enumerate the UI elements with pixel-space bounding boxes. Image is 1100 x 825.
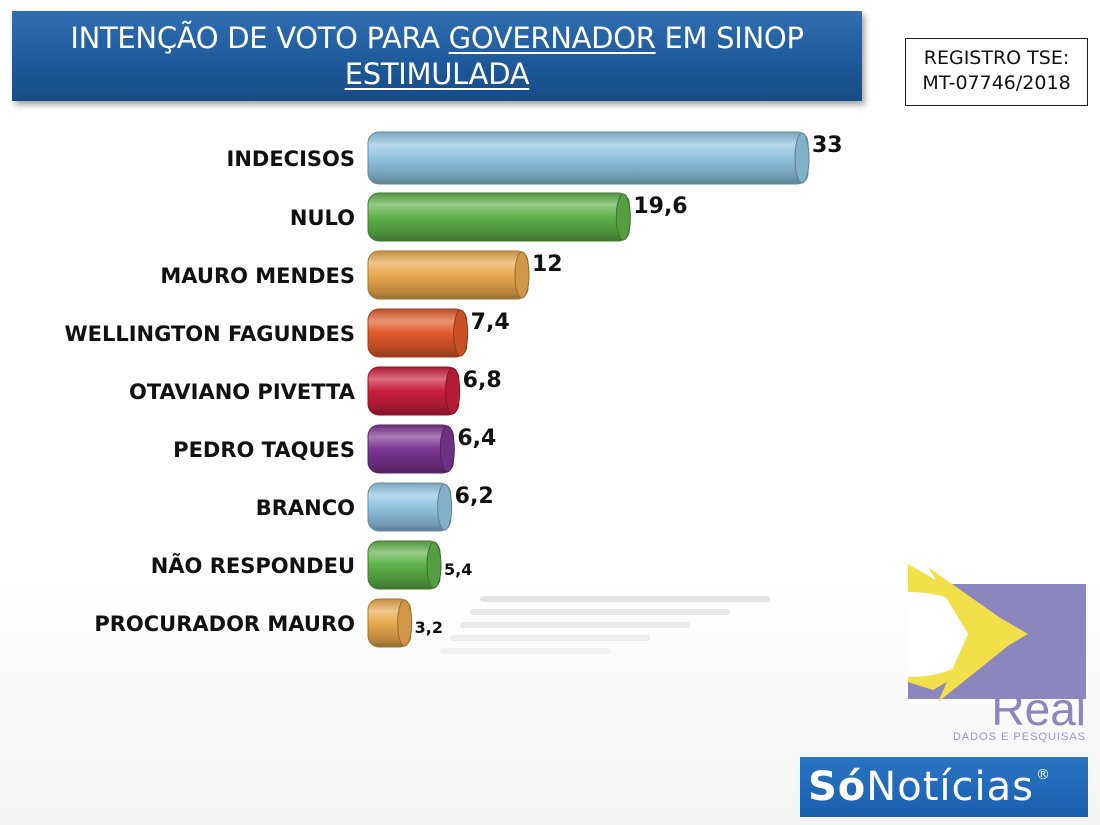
bar-chart: INDECISOS 33 NULO 19,6 MAURO MENDES 12 WELLING… [64,131,843,654]
bar-end-cap [514,251,530,299]
real-logo-name: Real [991,683,1086,735]
category-label: BRANCO [256,496,355,520]
bar-shadow-reflection [440,596,770,654]
sonoticias-logo: SóNotícias ® [800,757,1088,817]
registration-line2: MT-07746/2018 [922,72,1071,94]
category-label: INDECISOS [227,147,356,171]
bar-end-cap [437,483,453,531]
bar [367,250,529,300]
title-line1-pre: INTENÇÃO DE VOTO PARA [70,21,449,55]
category-label: PROCURADOR MAURO [94,612,355,636]
real-logo-tagline: DADOS E PESQUISAS [953,731,1086,743]
bar-end-cap [397,599,413,647]
shadow-streak [470,609,730,615]
bar-end-cap [426,541,442,589]
shadow-streak [450,635,650,641]
category-label: NULO [290,206,355,230]
value-label: 5,4 [444,560,472,579]
bar-end-cap [794,132,810,184]
category-label: WELLINGTON FAGUNDES [64,322,355,346]
bar [367,308,468,358]
category-label: OTAVIANO PIVETTA [129,380,356,404]
value-label: 12 [532,252,563,277]
chart-title: INTENÇÃO DE VOTO PARA GOVERNADOR EM SINO… [12,11,862,101]
shadow-streak [460,622,690,628]
logo-yellow-chevron [928,567,1023,702]
value-label: 6,8 [463,368,502,393]
registration-line1: REGISTRO TSE: [923,47,1070,69]
sonoticias-rest: Notícias [866,764,1034,810]
real-logo: Real DADOS E PESQUISAS [908,564,1086,743]
value-label: 3,2 [415,618,443,637]
shadow-streak [480,596,770,602]
registration-box: REGISTRO TSE: MT-07746/2018 [905,38,1088,106]
bar [367,192,630,242]
sonoticias-mark: ® [1035,767,1051,783]
title-line1-post: EM SINOP [655,21,804,55]
value-label: 33 [812,133,843,158]
category-label: PEDRO TAQUES [173,438,355,462]
category-label: NÃO RESPONDEU [151,553,355,578]
bar-end-cap [615,193,631,241]
bar-end-cap [445,367,461,415]
value-label: 6,2 [455,484,494,509]
bar [367,131,809,185]
bar-end-cap [439,425,455,473]
title-line1-underlined: GOVERNADOR [448,21,656,55]
bar-end-cap [453,309,469,357]
title-line2: ESTIMULADA [344,57,530,91]
category-label: MAURO MENDES [160,264,355,288]
value-label: 7,4 [471,310,510,335]
value-label: 6,4 [457,426,496,451]
bar [367,366,460,416]
sonoticias-bold: Só [808,764,867,810]
value-label: 19,6 [633,194,687,219]
shadow-streak [440,648,610,654]
